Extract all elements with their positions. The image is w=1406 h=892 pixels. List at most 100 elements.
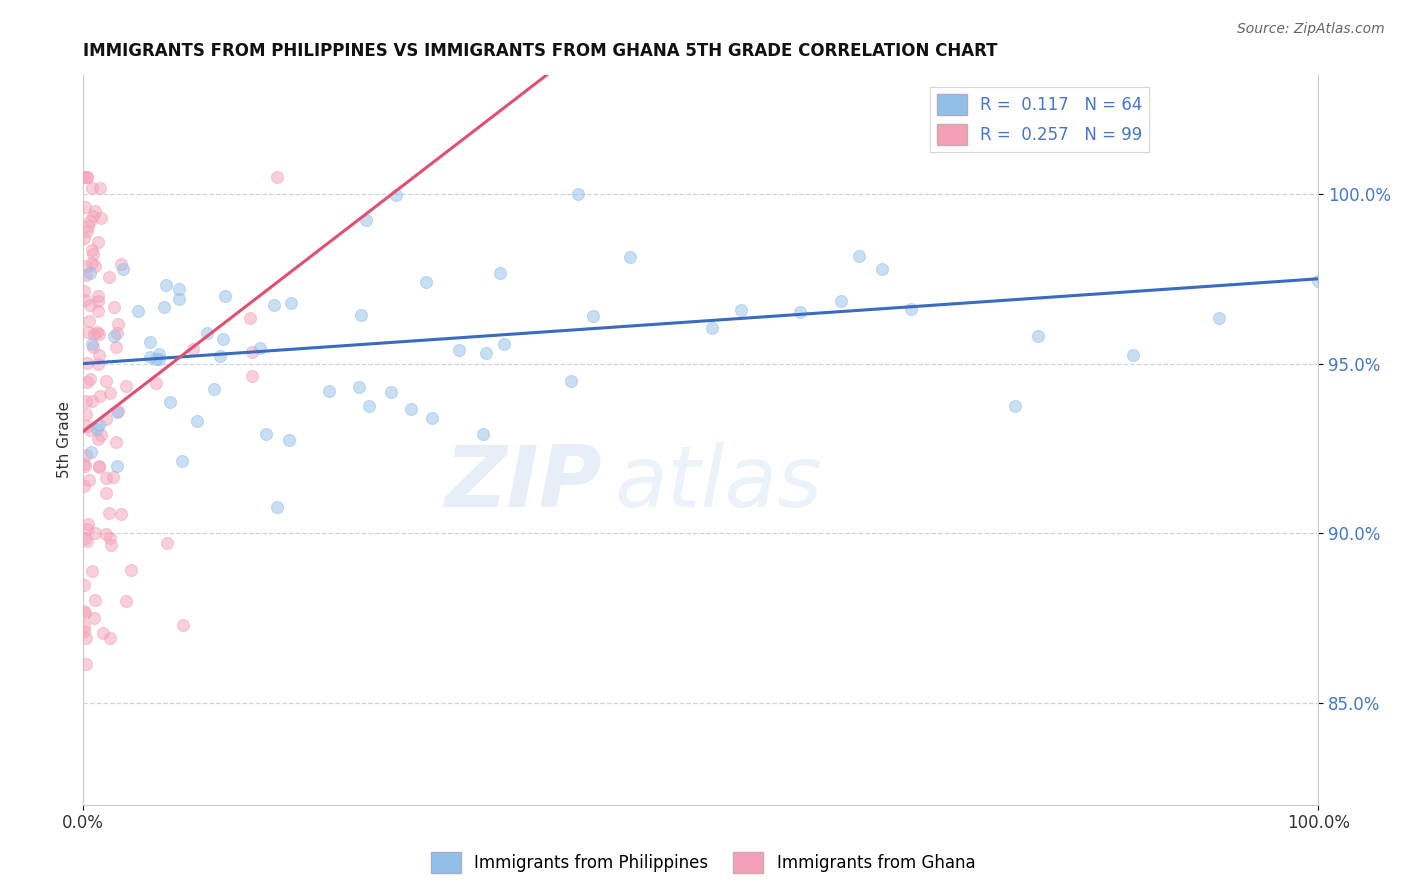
Point — [91, 625, 114, 640]
Point — [80, 444, 103, 458]
Point — [87, 289, 110, 303]
Point — [84, 593, 107, 607]
Point — [96, 471, 118, 485]
Point — [98, 531, 121, 545]
Point — [79, 372, 101, 386]
Point — [75, 449, 97, 463]
Point — [79, 266, 101, 280]
Point — [94, 527, 117, 541]
Point — [159, 395, 181, 409]
Point — [120, 563, 142, 577]
Point — [87, 294, 110, 309]
Point — [87, 304, 110, 318]
Point — [79, 298, 101, 312]
Point — [789, 305, 811, 319]
Point — [82, 247, 104, 261]
Point — [79, 424, 101, 438]
Point — [73, 531, 96, 545]
Point — [96, 412, 118, 426]
Point — [449, 343, 471, 358]
Legend: R =  0.117   N = 64, R =  0.257   N = 99: R = 0.117 N = 64, R = 0.257 N = 99 — [931, 87, 1149, 152]
Point — [475, 346, 498, 360]
Point — [76, 169, 98, 184]
Point — [73, 293, 96, 308]
Point — [139, 351, 162, 365]
Point — [900, 301, 922, 316]
Point — [103, 301, 125, 315]
Point — [848, 249, 870, 263]
Point — [101, 470, 124, 484]
Point — [619, 251, 641, 265]
Point — [75, 657, 97, 672]
Point — [76, 326, 98, 340]
Point — [77, 516, 100, 531]
Point — [380, 384, 402, 399]
Point — [730, 303, 752, 318]
Point — [385, 187, 408, 202]
Point — [89, 417, 111, 432]
Point — [83, 327, 105, 342]
Point — [354, 213, 377, 227]
Point — [86, 325, 108, 339]
Point — [105, 340, 128, 354]
Point — [240, 369, 263, 384]
Point — [73, 285, 96, 299]
Point — [80, 256, 103, 270]
Point — [75, 393, 97, 408]
Point — [1208, 311, 1230, 326]
Point — [415, 276, 437, 290]
Point — [98, 270, 121, 285]
Point — [89, 460, 111, 475]
Point — [127, 303, 149, 318]
Point — [202, 382, 225, 396]
Text: ZIP: ZIP — [444, 442, 602, 525]
Point — [110, 257, 132, 271]
Point — [82, 340, 104, 354]
Point — [76, 223, 98, 237]
Point — [73, 578, 96, 592]
Point — [107, 318, 129, 332]
Point — [208, 349, 231, 363]
Point — [347, 380, 370, 394]
Point — [82, 210, 104, 224]
Point — [76, 375, 98, 389]
Point — [80, 564, 103, 578]
Point — [139, 335, 162, 350]
Point — [73, 458, 96, 472]
Text: Source: ZipAtlas.com: Source: ZipAtlas.com — [1237, 22, 1385, 37]
Point — [83, 260, 105, 274]
Point — [155, 277, 177, 292]
Point — [239, 310, 262, 325]
Point — [83, 611, 105, 625]
Point — [105, 459, 128, 474]
Point — [167, 282, 190, 296]
Point — [79, 214, 101, 228]
Point — [80, 181, 103, 195]
Point — [86, 432, 108, 446]
Y-axis label: 5th Grade: 5th Grade — [58, 401, 72, 478]
Point — [76, 356, 98, 370]
Point — [1308, 274, 1330, 288]
Point — [76, 169, 98, 184]
Point — [90, 428, 112, 442]
Point — [105, 434, 128, 449]
Text: atlas: atlas — [614, 442, 823, 525]
Point — [103, 328, 125, 343]
Point — [278, 433, 301, 447]
Point — [702, 321, 724, 335]
Point — [89, 181, 111, 195]
Point — [401, 401, 423, 416]
Point — [359, 400, 381, 414]
Point — [1028, 329, 1050, 343]
Point — [145, 376, 167, 390]
Point — [266, 500, 288, 514]
Point — [181, 343, 204, 357]
Point — [186, 414, 208, 428]
Point — [80, 393, 103, 408]
Point — [80, 244, 103, 258]
Point — [167, 292, 190, 306]
Point — [73, 624, 96, 639]
Point — [94, 374, 117, 388]
Legend: Immigrants from Philippines, Immigrants from Ghana: Immigrants from Philippines, Immigrants … — [425, 846, 981, 880]
Point — [75, 631, 97, 645]
